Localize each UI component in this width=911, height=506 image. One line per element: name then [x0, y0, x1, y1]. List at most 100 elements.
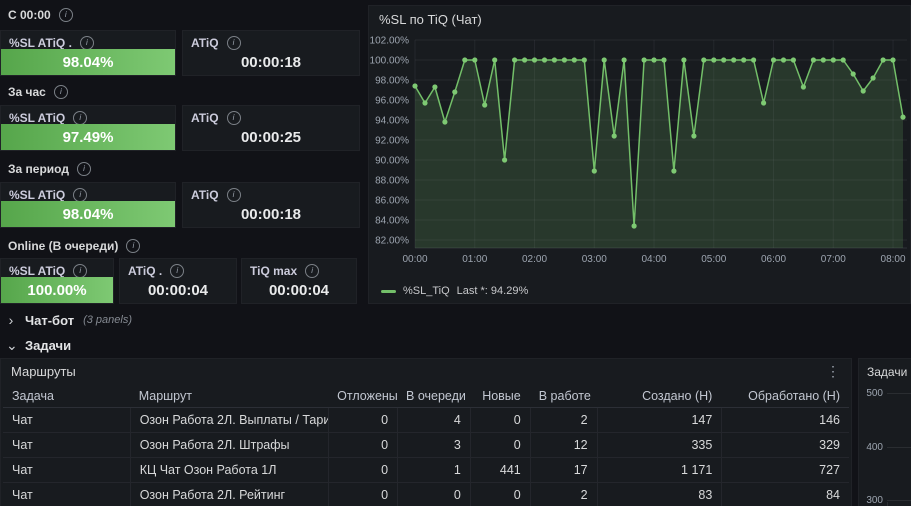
info-icon[interactable]: i — [79, 36, 94, 50]
panel-title: Маршруты — [11, 364, 76, 379]
stat-panel-tiq-max-online: TiQ max i 00:00:04 — [241, 258, 357, 304]
table-cell: 1 171 — [596, 458, 722, 482]
column-header-in-queue[interactable]: В очереди↓ — [406, 389, 466, 403]
svg-text:90.00%: 90.00% — [375, 156, 409, 167]
stat-label: %SL ATiQ i — [9, 264, 88, 278]
table-cell: 0 — [328, 433, 397, 457]
gridline — [887, 393, 911, 394]
stat-label-text: %SL ATiQ — [9, 111, 66, 125]
column-header-deferred[interactable]: Отложены — [337, 389, 398, 403]
panel-menu-icon[interactable]: ⋮ — [826, 363, 840, 379]
table-cell: 335 — [596, 433, 722, 457]
table-row: Чат Озон Работа 2Л. Штрафы 0 3 0 12 335 329 — [3, 433, 849, 458]
info-icon[interactable]: i — [73, 188, 88, 202]
stat-label: ATiQ . i — [128, 264, 185, 278]
table-cell: 146 — [721, 408, 849, 432]
stat-label: ATiQ i — [191, 188, 241, 202]
stat-label-text: %SL ATiQ — [9, 188, 66, 202]
y-tick-500: 500 — [861, 388, 911, 399]
info-icon[interactable]: i — [226, 188, 241, 202]
info-icon[interactable]: i — [226, 111, 241, 125]
stat-label: %SL ATiQ i — [9, 188, 88, 202]
table-cell: 441 — [469, 458, 530, 482]
series-area — [415, 60, 903, 248]
stat-label: ATiQ i — [191, 111, 241, 125]
table-cell: Чат — [12, 413, 33, 427]
stat-panel-sl-atiq-online: %SL ATiQ i 100.00% — [0, 258, 114, 304]
gridline — [887, 500, 911, 501]
info-icon[interactable]: i — [226, 36, 241, 50]
stat-panel-atiq-period: ATiQ i 00:00:18 — [182, 182, 360, 228]
stat-value: 00:00:04 — [268, 282, 330, 299]
info-icon[interactable]: i — [53, 85, 68, 99]
tick-label: 400 — [866, 442, 883, 453]
table-cell: 147 — [596, 408, 722, 432]
table-cell: 0 — [469, 433, 530, 457]
axis-labels: 102.00% 100.00% 98.00% 96.00% 94.00% 92.00% 90… — [370, 36, 906, 266]
column-header-created[interactable]: Создано (Н) — [642, 389, 713, 403]
info-icon[interactable]: i — [73, 111, 88, 125]
info-icon[interactable]: i — [126, 239, 141, 253]
column-header-in-work[interactable]: В работе — [538, 389, 591, 403]
data-points — [412, 57, 906, 229]
stat-label-text: ATiQ — [191, 36, 219, 50]
info-icon[interactable]: i — [73, 264, 88, 278]
svg-text:98.00%: 98.00% — [375, 76, 409, 87]
column-header-route[interactable]: Маршрут — [138, 389, 192, 403]
row-toggle-tasks[interactable]: ⌄ Задачи — [6, 335, 71, 355]
sl-tiq-chart-panel: %SL по TiQ (Чат) 102.00% 100.00% 98.00% 96.… — [368, 5, 911, 304]
table-row: Чат КЦ Чат Озон Работа 1Л 0 1 441 17 1 171 727 — [3, 458, 849, 483]
table-cell: Чат — [12, 438, 33, 452]
routes-table-panel: Маршруты ⋮ Задача Маршрут Отложены В оче… — [0, 358, 852, 506]
grid — [414, 39, 907, 249]
stat-value: 00:00:04 — [147, 282, 209, 299]
tick-label: 500 — [866, 388, 883, 399]
legend-series-swatch — [381, 289, 396, 293]
stat-value: 00:00:18 — [240, 206, 302, 223]
svg-text:08:00: 08:00 — [881, 254, 906, 265]
table-header-row: Задача Маршрут Отложены В очереди↓ Новые… — [3, 385, 849, 408]
svg-text:82.00%: 82.00% — [375, 236, 409, 247]
table-cell: 0 — [328, 483, 397, 506]
column-header-new[interactable]: Новые — [482, 389, 521, 403]
y-axis-line — [887, 502, 888, 506]
table-cell: 2 — [529, 408, 597, 432]
table-row: Чат Озон Работа 2Л. Рейтинг 0 0 0 2 83 84 — [3, 483, 849, 506]
table-cell: 0 — [328, 408, 397, 432]
table-cell: 1 — [397, 458, 470, 482]
stat-label: ATiQ i — [191, 36, 241, 50]
svg-text:84.00%: 84.00% — [375, 216, 409, 227]
chevron-down-icon: ⌄ — [6, 337, 18, 353]
svg-text:94.00%: 94.00% — [375, 116, 409, 127]
sl-tiq-chart-plot[interactable]: 102.00% 100.00% 98.00% 96.00% 94.00% 92.00% 90… — [369, 28, 910, 276]
section-title: За период — [8, 162, 69, 176]
table-cell: Чат — [12, 488, 33, 502]
column-header-task[interactable]: Задача — [12, 389, 54, 403]
table-cell: 0 — [469, 483, 530, 506]
table-cell: 17 — [529, 458, 597, 482]
legend-series-name[interactable]: %SL_TiQ — [403, 285, 450, 297]
info-icon[interactable]: i — [76, 162, 91, 176]
svg-text:96.00%: 96.00% — [375, 96, 409, 107]
row-toggle-chatbot[interactable]: › Чат-бот (3 panels) — [6, 310, 132, 330]
info-icon[interactable]: i — [170, 264, 185, 278]
svg-text:100.00%: 100.00% — [370, 56, 410, 67]
svg-text:07:00: 07:00 — [821, 254, 846, 265]
stat-label: %SL ATiQ . i — [9, 36, 94, 50]
stat-value-bar: 97.49% — [1, 124, 175, 150]
info-icon[interactable]: i — [58, 8, 73, 22]
table-cell: 84 — [721, 483, 849, 506]
stat-label-text: ATiQ — [191, 111, 219, 125]
stat-value-bar: 100.00% — [1, 277, 113, 303]
stat-label-text: ATiQ . — [128, 264, 163, 278]
table-cell: 727 — [721, 458, 849, 482]
svg-text:00:00: 00:00 — [402, 254, 427, 265]
info-icon[interactable]: i — [305, 264, 320, 278]
table-cell: Озон Работа 2Л. Рейтинг — [129, 483, 328, 506]
table-cell: Озон Работа 2Л. Штрафы — [129, 433, 328, 457]
table-cell: 329 — [721, 433, 849, 457]
column-header-processed[interactable]: Обработано (Н) — [748, 389, 840, 403]
section-header-period: За период i — [8, 162, 91, 176]
